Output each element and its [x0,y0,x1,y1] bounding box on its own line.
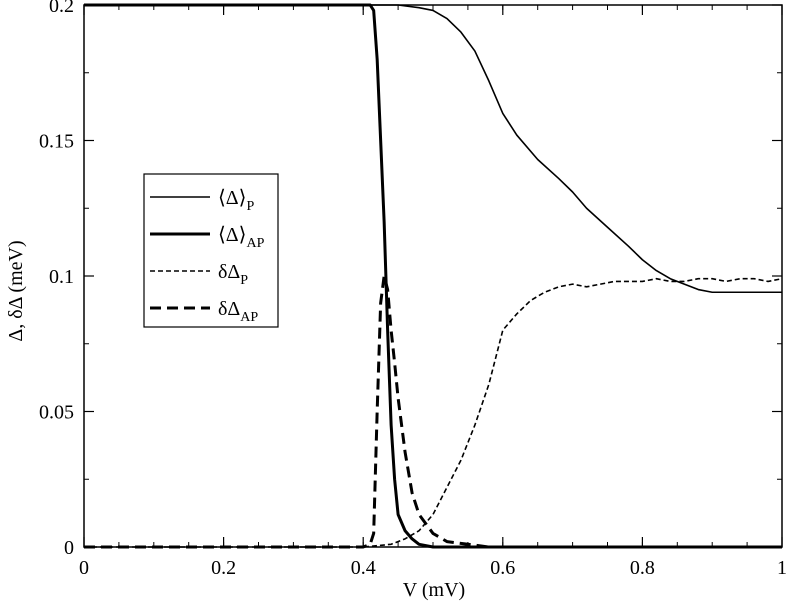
legend-box [143,173,279,328]
legend-label-delta_p: δΔP [218,261,248,288]
x-tick-label: 1 [777,557,787,579]
series-line-mean_p [84,4,782,294]
y-axis-title: Δ, δΔ (meV) [5,240,27,341]
legend-label-delta_ap: δΔAP [218,298,258,325]
legend-label-mean_p: ⟨Δ⟩P [218,187,254,214]
x-tick-label: 0.4 [351,557,376,579]
y-tick-label: 0 [64,537,74,559]
x-axis-title: V (mV) [403,579,465,601]
x-tick-label: 0.8 [630,557,655,579]
y-tick-label: 0.05 [39,402,74,424]
y-tick-label: 0.2 [49,0,74,17]
y-tick-label: 0.1 [49,266,74,288]
x-tick-label: 0.2 [211,557,236,579]
y-tick-label: 0.15 [39,131,74,153]
legend-label-mean_ap: ⟨Δ⟩AP [218,224,265,251]
x-tick-label: 0 [79,557,89,579]
series-line-delta_p [84,277,783,548]
x-tick-label: 0.6 [490,557,515,579]
legend: ⟨Δ⟩P ⟨Δ⟩AP δΔP δΔAP [143,173,279,328]
series-line-mean_ap [84,3,782,549]
series-line-delta_ap [84,274,782,549]
